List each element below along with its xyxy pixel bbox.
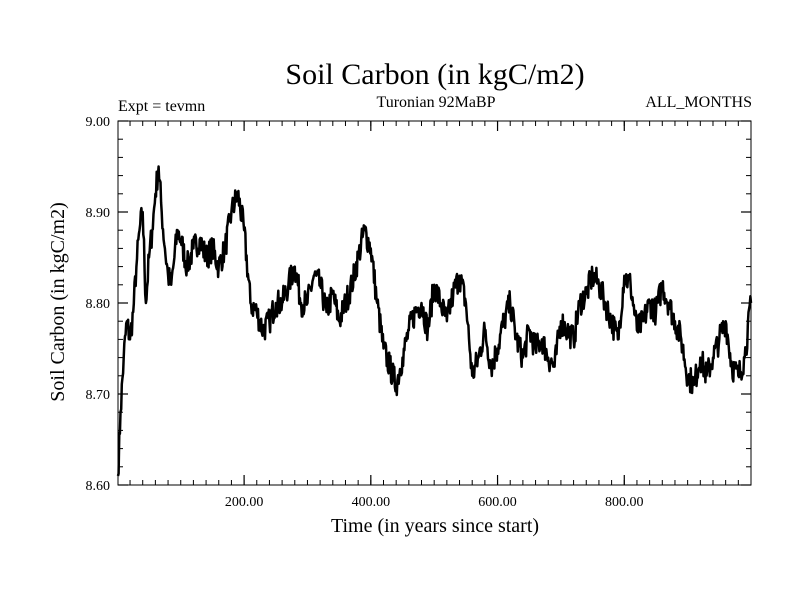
y-axis-label: Soil Carbon (in kgC/m2)	[47, 202, 69, 401]
x-tick-label: 400.00	[352, 495, 391, 510]
period-label: Turonian 92MaBP	[377, 94, 496, 111]
chart-title: Soil Carbon (in kgC/m2)	[285, 58, 584, 91]
y-tick-label: 8.80	[86, 297, 111, 312]
y-tick-labels: 8.60 8.70 8.80 8.90 9.00	[86, 115, 111, 494]
y-tick-label: 8.60	[86, 479, 111, 494]
series-line-soil-carbon	[116, 165, 753, 477]
experiment-label: Expt = tevmn	[118, 98, 205, 115]
x-tick-label: 200.00	[225, 495, 264, 510]
y-tick-label: 8.90	[86, 206, 111, 221]
x-tick-label: 600.00	[478, 495, 517, 510]
x-tick-labels: 200.00 400.00 600.00 800.00	[225, 495, 644, 510]
y-tick-label: 9.00	[86, 115, 111, 130]
x-axis-label: Time (in years since start)	[331, 515, 539, 537]
x-tick-label: 800.00	[605, 495, 644, 510]
major-ticks	[118, 120, 751, 486]
y-tick-label: 8.70	[86, 388, 111, 403]
months-label: ALL_MONTHS	[645, 94, 752, 111]
